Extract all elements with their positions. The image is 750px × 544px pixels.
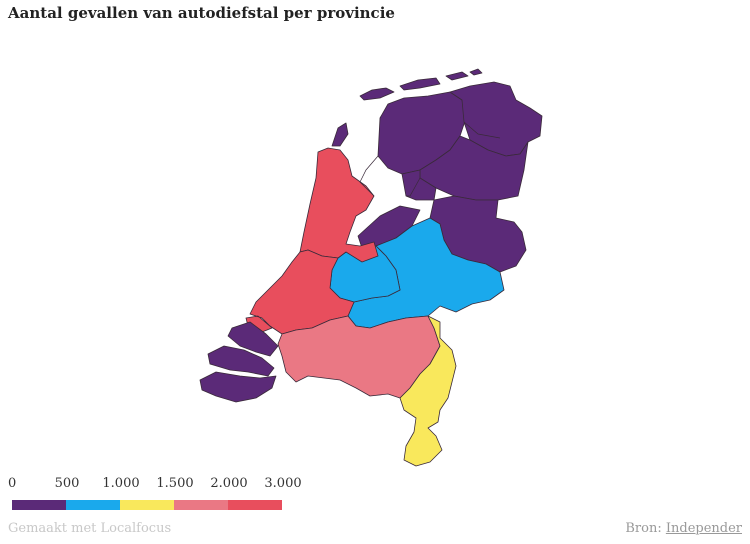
source-link[interactable]: Independer bbox=[665, 521, 742, 536]
legend-tick-0: 0 bbox=[8, 476, 17, 491]
legend-tick-4: 2.000 bbox=[210, 476, 248, 491]
legend-tick-5: 3.000 bbox=[264, 476, 302, 491]
province-groningen[interactable] bbox=[449, 81, 543, 157]
color-legend: 0 500 1.000 1.500 2.000 3.000 bbox=[8, 476, 302, 516]
legend-tick-3: 1.500 bbox=[156, 476, 194, 491]
province-friesland-islands[interactable] bbox=[331, 71, 469, 147]
legend-swatch-1 bbox=[66, 500, 120, 510]
source-prefix: Bron: bbox=[625, 521, 666, 536]
legend-tick-2: 1.000 bbox=[102, 476, 140, 491]
source-text: Bron: Independer bbox=[625, 521, 742, 536]
legend-swatch-0 bbox=[12, 500, 66, 510]
province-limburg[interactable] bbox=[399, 315, 457, 467]
province-groningen-islands[interactable] bbox=[469, 68, 483, 76]
legend-swatch-2 bbox=[120, 500, 174, 510]
legend-tick-1: 500 bbox=[54, 476, 80, 491]
legend-swatch-4 bbox=[228, 500, 282, 510]
province-zeeland[interactable] bbox=[199, 321, 279, 403]
province-noord-holland[interactable] bbox=[299, 147, 379, 263]
map-title: Aantal gevallen van autodiefstal per pro… bbox=[8, 4, 395, 22]
legend-swatch-3 bbox=[174, 500, 228, 510]
credit-text: Gemaakt met Localfocus bbox=[8, 521, 172, 536]
